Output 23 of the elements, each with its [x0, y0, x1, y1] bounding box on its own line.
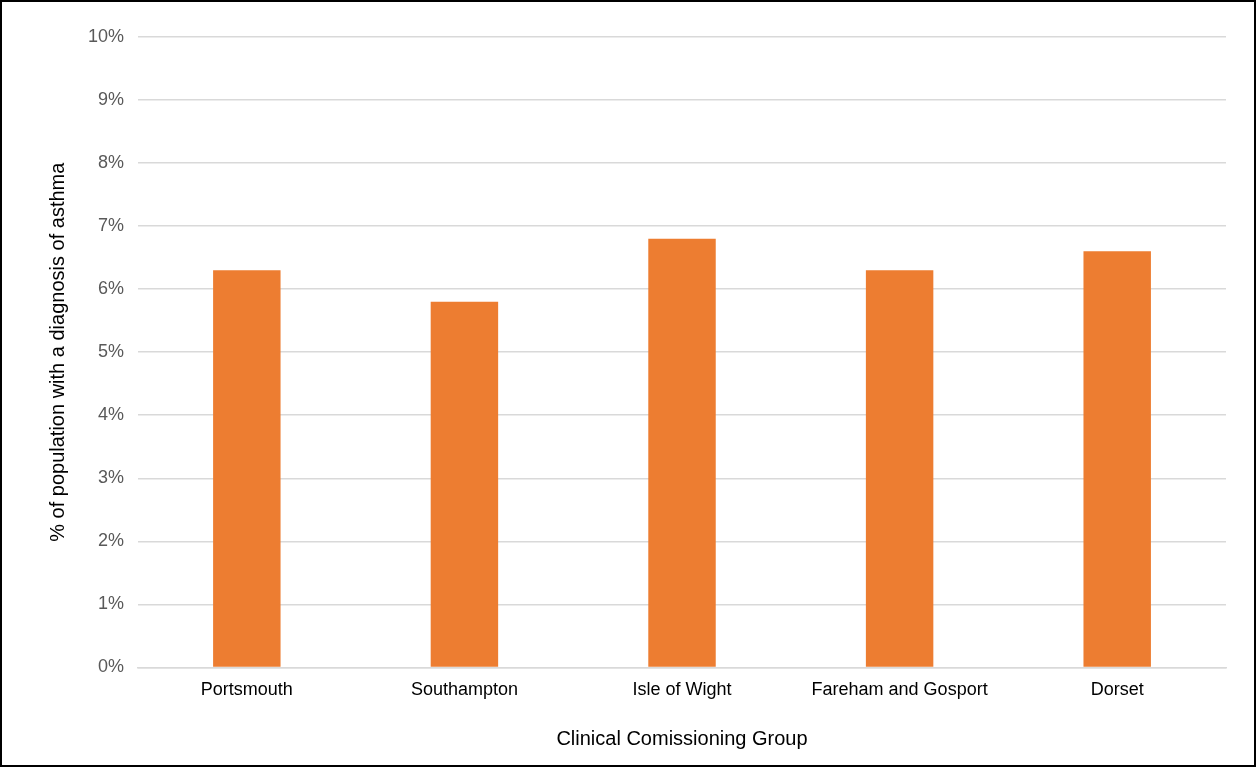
y-tick-label: 2%: [98, 530, 125, 551]
y-tick-label: 7%: [98, 215, 125, 236]
bar: [1083, 251, 1151, 667]
x-tick-label: Southampton: [410, 679, 518, 700]
bar: [213, 270, 281, 667]
y-tick-label: 1%: [98, 593, 125, 614]
y-tick-label: 0%: [98, 656, 125, 677]
y-tick-label: 9%: [98, 89, 125, 110]
bar: [430, 301, 499, 667]
y-tick-label: 10%: [88, 25, 125, 46]
y-tick-label: 5%: [98, 341, 125, 362]
x-axis-title: Clinical Comissioning Group: [556, 726, 808, 749]
y-axis-title: % of population with a diagnosis of asthma: [45, 161, 68, 542]
y-tick-label: 8%: [98, 152, 125, 173]
y-tick-label: 4%: [98, 404, 125, 425]
x-tick-label: Portsmouth: [200, 679, 293, 700]
y-tick-label: 6%: [98, 278, 125, 299]
x-tick-label: Dorset: [1090, 679, 1144, 700]
y-tick-label: 3%: [98, 467, 125, 488]
bar: [648, 238, 716, 667]
x-tick-label: Fareham and Gosport: [811, 679, 988, 700]
bar: [865, 270, 934, 667]
x-tick-label: Isle of Wight: [632, 679, 732, 700]
